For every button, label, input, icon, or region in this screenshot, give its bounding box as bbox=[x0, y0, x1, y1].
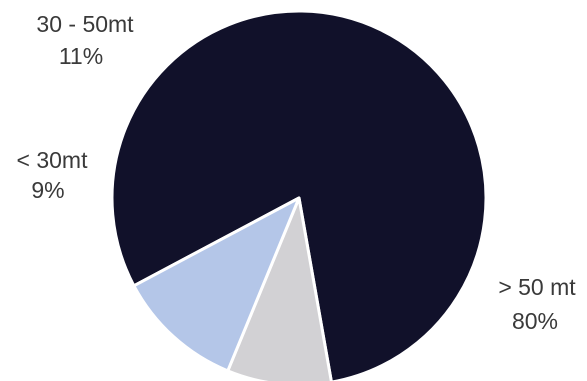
slice-label-percent: 80% bbox=[512, 308, 558, 334]
pie-slice-2 bbox=[226, 196, 333, 381]
slice-label-name: 30 - 50mt bbox=[36, 11, 134, 37]
slice-label-percent: 11% bbox=[59, 43, 103, 69]
pie-slices bbox=[110, 9, 488, 381]
slice-label-percent: 9% bbox=[31, 177, 64, 203]
slice-label-name: < 30mt bbox=[17, 147, 89, 173]
pie-slice-1 bbox=[110, 9, 488, 381]
slice-label-name: > 50 mt bbox=[498, 274, 576, 300]
pie-slice-3 bbox=[132, 196, 301, 373]
pie-labels: > 50 mt 80% < 30mt 9% 30 - 50mt 11% bbox=[17, 11, 577, 334]
